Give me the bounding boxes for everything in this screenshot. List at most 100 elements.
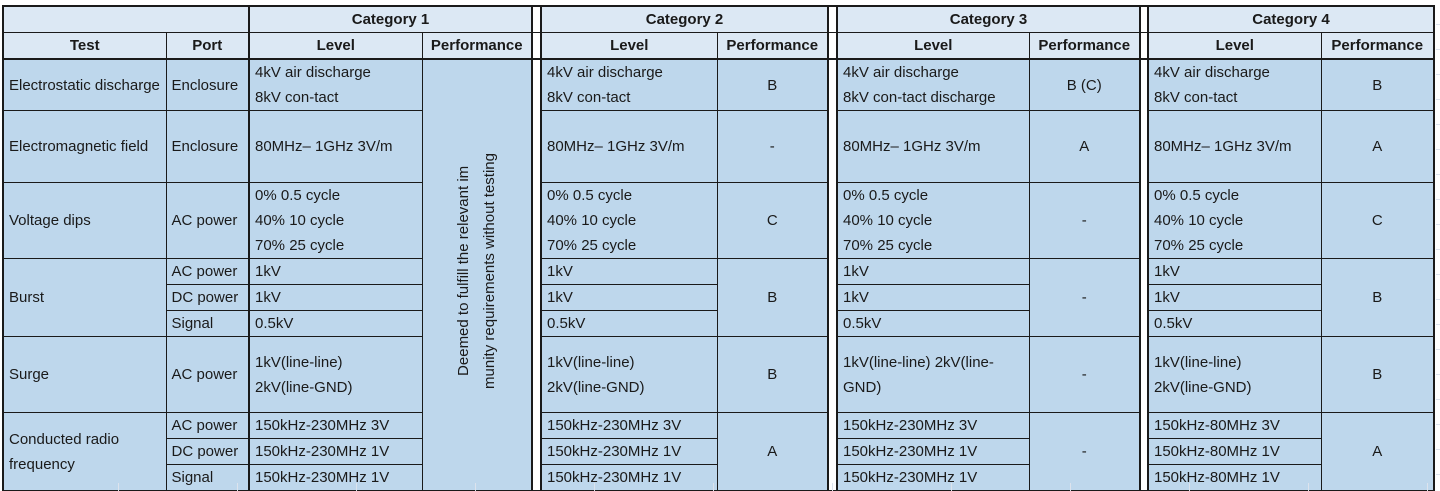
surge-c4-performance-cell: B <box>1320 336 1435 413</box>
surge-port-cell: AC power <box>165 336 250 413</box>
spreadsheet-gridline-margin-right <box>1436 0 1440 491</box>
crf-ac-c4-level-cell: 150kHz-80MHz 3V <box>1147 412 1322 439</box>
crf-ac-c1-level-cell: 150kHz-230MHz 3V <box>248 412 423 439</box>
row-electromagnetic-field: Electromagnetic field Enclosure 80MHz– 1… <box>2 110 1435 183</box>
col-header-performance-c2: Performance <box>716 32 829 60</box>
burst-ac-c1-level-cell: 1kV <box>248 258 423 285</box>
esd-c2-performance-cell: B <box>716 58 829 111</box>
crf-ac-c2-level-cell: 150kHz-230MHz 3V <box>540 412 718 439</box>
esd-c2-level-cell: 4kV air discharge 8kV con-tact <box>540 58 718 111</box>
col-header-level-c4: Level <box>1147 32 1322 60</box>
emf-c2-level-cell: 80MHz– 1GHz 3V/m <box>540 110 718 183</box>
dips-c4-level-cell: 0% 0.5 cycle 40% 10 cycle 70% 25 cycle <box>1147 182 1322 259</box>
esd-c4-level-cell: 4kV air discharge 8kV con-tact <box>1147 58 1322 111</box>
surge-test-cell: Surge <box>2 336 167 413</box>
crf-c4-performance-cell: A <box>1320 412 1435 491</box>
block-gap <box>532 5 541 33</box>
emf-test-cell: Electromagnetic field <box>2 110 167 183</box>
burst-c3-performance-cell: - <box>1028 258 1141 337</box>
emf-c4-level-cell: 80MHz– 1GHz 3V/m <box>1147 110 1322 183</box>
category-header-row: Category 1 Category 2 Category 3 Categor… <box>2 5 1435 33</box>
col-header-port: Port <box>165 32 250 60</box>
surge-c1-level-cell: 1kV(line-line) 2kV(line-GND) <box>248 336 423 413</box>
category-4-header: Category 4 <box>1147 5 1435 33</box>
dips-port-cell: AC power <box>165 182 250 259</box>
col-header-performance-c3: Performance <box>1028 32 1141 60</box>
category-2-header: Category 2 <box>540 5 829 33</box>
burst-c2-performance-cell: B <box>716 258 829 337</box>
row-crf-ac: Conducted radio frequency AC power 150kH… <box>2 412 1435 491</box>
corner-cell <box>2 5 250 33</box>
esd-test-cell: Electrostatic discharge <box>2 58 167 111</box>
block-gap <box>532 59 541 491</box>
surge-c2-performance-cell: B <box>716 336 829 413</box>
burst-dc-port-cell: DC power <box>165 284 250 311</box>
block-gap <box>828 32 837 60</box>
esd-c3-performance-cell: B (C) <box>1028 58 1141 111</box>
emc-immunity-table: Category 1 Category 2 Category 3 Categor… <box>2 5 1435 491</box>
row-voltage-dips: Voltage dips AC power 0% 0.5 cycle 40% 1… <box>2 182 1435 259</box>
block-gap <box>1140 59 1148 491</box>
crf-ac-c3-level-cell: 150kHz-230MHz 3V <box>836 412 1030 439</box>
col-header-level-c3: Level <box>836 32 1030 60</box>
row-surge: Surge AC power 1kV(line-line) 2kV(line-G… <box>2 336 1435 413</box>
burst-dc-c4-level-cell: 1kV <box>1147 284 1322 311</box>
burst-signal-c2-level-cell: 0.5kV <box>540 310 718 337</box>
esd-c4-performance-cell: B <box>1320 58 1435 111</box>
column-header-row: Test Port Level Performance Level Perfor… <box>2 32 1435 60</box>
dips-c3-performance-cell: - <box>1028 182 1141 259</box>
esd-c3-level-cell: 4kV air discharge 8kV con-tact discharge <box>836 58 1030 111</box>
surge-c3-level-cell: 1kV(line-line) 2kV(line-GND) <box>836 336 1030 413</box>
spreadsheet-gridline-margin-bottom <box>0 483 1436 491</box>
block-gap <box>828 5 837 33</box>
col-header-level-c2: Level <box>540 32 718 60</box>
emf-c4-performance-cell: A <box>1320 110 1435 183</box>
block-gap <box>532 32 541 60</box>
surge-c4-level-cell: 1kV(line-line) 2kV(line-GND) <box>1147 336 1322 413</box>
category-3-header: Category 3 <box>836 5 1141 33</box>
row-crf-dc: DC power 150kHz-230MHz 1V 150kHz-230MHz … <box>3 438 1434 465</box>
dips-c2-performance-cell: C <box>716 182 829 259</box>
burst-signal-c3-level-cell: 0.5kV <box>836 310 1030 337</box>
col-header-performance-c1: Performance <box>421 32 533 60</box>
burst-ac-c3-level-cell: 1kV <box>836 258 1030 285</box>
burst-signal-port-cell: Signal <box>165 310 250 337</box>
burst-signal-c1-level-cell: 0.5kV <box>248 310 423 337</box>
emf-c1-level-cell: 80MHz– 1GHz 3V/m <box>248 110 423 183</box>
burst-ac-c2-level-cell: 1kV <box>540 258 718 285</box>
dips-c4-performance-cell: C <box>1320 182 1435 259</box>
col-header-test: Test <box>2 32 167 60</box>
crf-test-cell: Conducted radio frequency <box>2 412 167 491</box>
block-gap <box>1140 5 1148 33</box>
esd-port-cell: Enclosure <box>165 58 250 111</box>
row-burst-signal: Signal 0.5kV 0.5kV 0.5kV 0.5kV <box>3 310 1434 337</box>
crf-dc-c1-level-cell: 150kHz-230MHz 1V <box>248 438 423 465</box>
deemed-note-rotated-text: Deemed to fulfill the relevant im munity… <box>454 153 498 389</box>
crf-dc-port-cell: DC power <box>165 438 250 465</box>
row-electrostatic-discharge: Electrostatic discharge Enclosure 4kV ai… <box>2 58 1435 491</box>
crf-dc-c2-level-cell: 150kHz-230MHz 1V <box>540 438 718 465</box>
col-header-level-c1: Level <box>248 32 423 60</box>
crf-dc-c3-level-cell: 150kHz-230MHz 1V <box>836 438 1030 465</box>
category-1-header: Category 1 <box>248 5 533 33</box>
emf-c3-performance-cell: A <box>1028 110 1141 183</box>
dips-test-cell: Voltage dips <box>2 182 167 259</box>
dips-c2-level-cell: 0% 0.5 cycle 40% 10 cycle 70% 25 cycle <box>540 182 718 259</box>
esd-c1-level-cell: 4kV air discharge 8kV con-tact <box>248 58 423 111</box>
burst-ac-c4-level-cell: 1kV <box>1147 258 1322 285</box>
surge-c3-performance-cell: - <box>1028 336 1141 413</box>
crf-dc-c4-level-cell: 150kHz-80MHz 1V <box>1147 438 1322 465</box>
surge-c2-level-cell: 1kV(line-line) 2kV(line-GND) <box>540 336 718 413</box>
crf-c3-performance-cell: - <box>1028 412 1141 491</box>
burst-dc-c2-level-cell: 1kV <box>540 284 718 311</box>
col-header-performance-c4: Performance <box>1320 32 1435 60</box>
burst-c4-performance-cell: B <box>1320 258 1435 337</box>
block-gap <box>1140 32 1148 60</box>
emf-c2-performance-cell: - <box>716 110 829 183</box>
crf-ac-port-cell: AC power <box>165 412 250 439</box>
burst-test-cell: Burst <box>2 258 167 337</box>
dips-c3-level-cell: 0% 0.5 cycle 40% 10 cycle 70% 25 cycle <box>836 182 1030 259</box>
burst-ac-port-cell: AC power <box>165 258 250 285</box>
dips-c1-level-cell: 0% 0.5 cycle 40% 10 cycle 70% 25 cycle <box>248 182 423 259</box>
